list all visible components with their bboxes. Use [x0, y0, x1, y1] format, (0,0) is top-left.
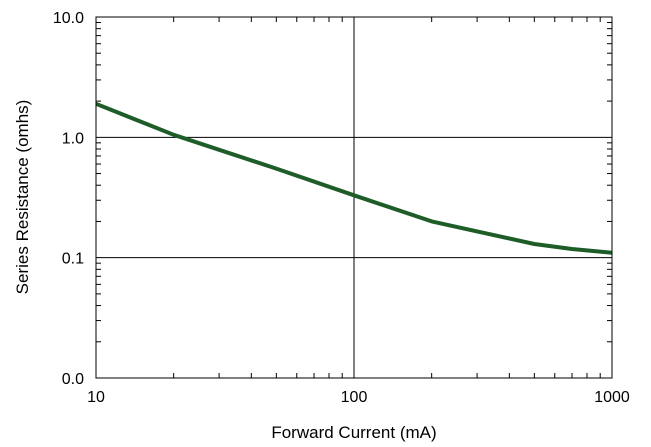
- y-tick-label: 0.0: [62, 371, 84, 388]
- x-tick-label: 10: [87, 389, 105, 406]
- grid-lines: [96, 17, 612, 378]
- x-axis-title: Forward Current (mA): [271, 423, 436, 442]
- plot-frame: [95, 16, 613, 379]
- series-line-0: [95, 101, 613, 255]
- x-tick-label: 1000: [594, 389, 630, 406]
- y-tick-label: 0.1: [62, 251, 84, 268]
- y-tick-label: 1.0: [62, 130, 84, 147]
- minor-ticks: [96, 17, 612, 378]
- y-tick-label: 10.0: [53, 10, 84, 27]
- series-layer: [95, 101, 613, 255]
- x-tick-label: 100: [341, 389, 368, 406]
- y-axis-title: Series Resistance (omhs): [13, 100, 32, 295]
- y-tick-labels: 10.0 1.0 0.1 0.0: [53, 10, 84, 388]
- x-tick-labels: 10 100 1000: [87, 389, 630, 406]
